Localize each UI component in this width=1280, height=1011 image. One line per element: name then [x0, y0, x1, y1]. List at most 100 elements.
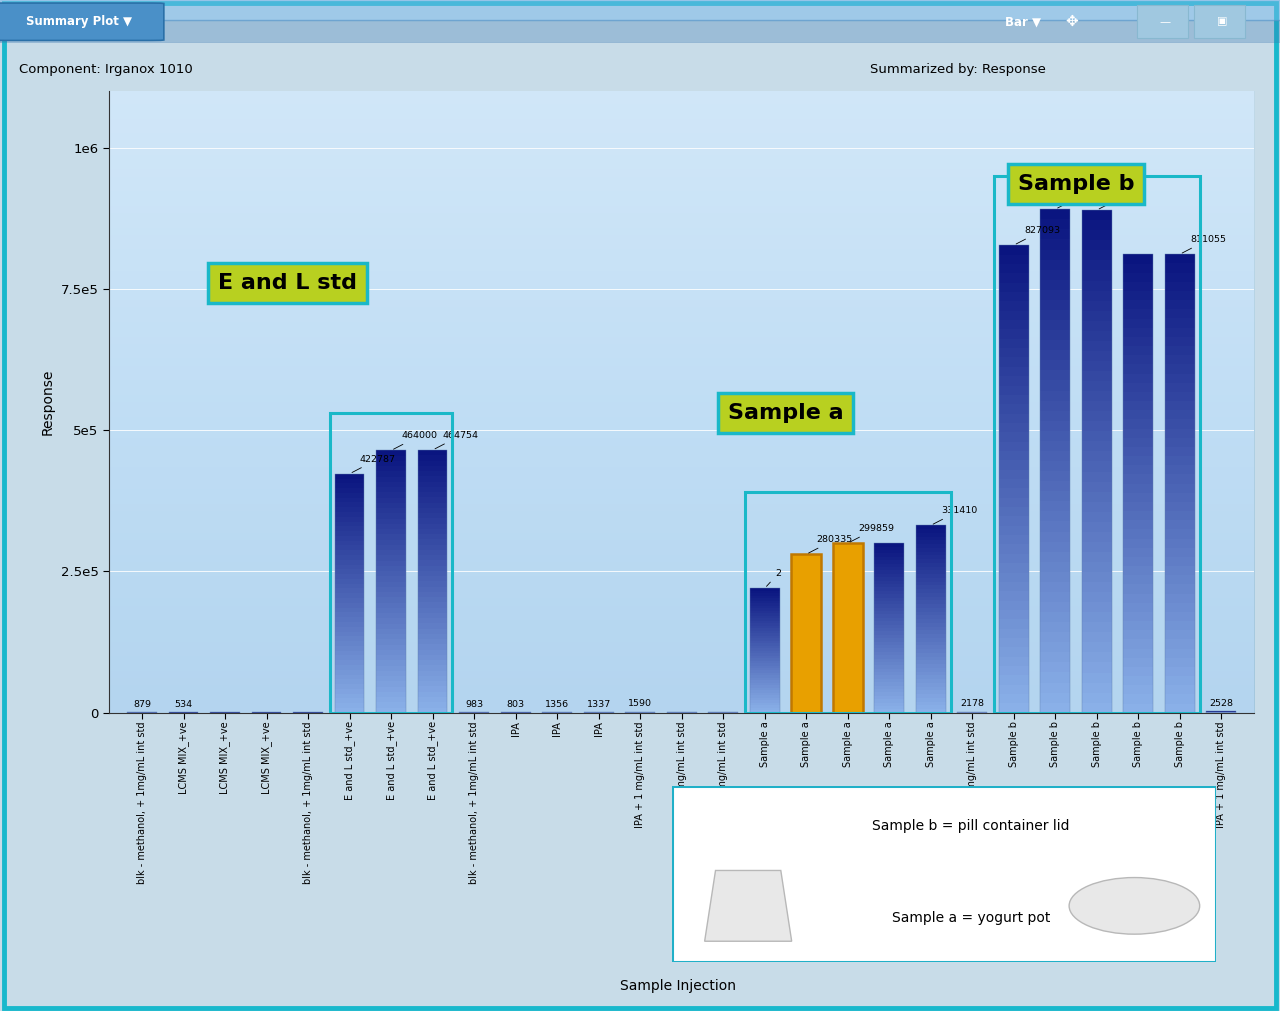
Bar	[1082, 632, 1111, 642]
Bar	[750, 680, 780, 682]
Bar	[334, 512, 365, 517]
Bar	[376, 581, 406, 586]
Bar	[1124, 337, 1153, 346]
Bar	[750, 651, 780, 653]
FancyBboxPatch shape	[0, 3, 164, 40]
Bar	[1124, 492, 1153, 501]
Bar	[874, 543, 904, 713]
Bar	[417, 639, 448, 644]
Bar	[334, 622, 365, 627]
Bar	[874, 601, 904, 605]
Bar	[376, 619, 406, 624]
Bar	[1082, 662, 1111, 672]
Bar	[998, 554, 1029, 563]
Bar	[1124, 566, 1153, 575]
Bar	[915, 660, 946, 664]
Bar	[417, 571, 448, 576]
Text: 464000: 464000	[393, 432, 438, 449]
Bar	[1124, 309, 1153, 318]
Bar	[874, 547, 904, 550]
Bar	[417, 519, 448, 524]
Bar	[1165, 566, 1194, 575]
Bar	[334, 574, 365, 579]
Bar	[1124, 575, 1153, 584]
Bar	[417, 529, 448, 534]
Text: 2178: 2178	[960, 700, 984, 708]
Bar	[998, 339, 1029, 348]
Bar	[1082, 552, 1111, 562]
Bar	[998, 479, 1029, 488]
Text: 1590: 1590	[628, 700, 652, 709]
Bar	[376, 545, 406, 550]
Bar	[1165, 410, 1194, 420]
Bar	[1124, 420, 1153, 429]
Bar	[998, 666, 1029, 675]
Bar	[1041, 250, 1070, 260]
Bar	[334, 541, 365, 546]
Bar	[334, 517, 365, 522]
Bar	[1041, 240, 1070, 250]
Bar	[1041, 209, 1070, 713]
Bar	[1041, 219, 1070, 229]
Bar	[1082, 300, 1111, 310]
Bar	[1082, 220, 1111, 231]
Bar	[1082, 613, 1111, 623]
Text: Sample b = pill container lid: Sample b = pill container lid	[873, 819, 1070, 833]
Bar	[998, 348, 1029, 358]
Bar	[750, 619, 780, 621]
Bar	[915, 682, 946, 686]
Bar	[376, 529, 406, 535]
Bar	[1041, 662, 1070, 672]
Bar	[874, 615, 904, 618]
Bar	[334, 474, 365, 713]
Text: 879: 879	[133, 700, 151, 709]
Bar	[1041, 380, 1070, 390]
Bar	[998, 545, 1029, 554]
Bar	[998, 413, 1029, 423]
Bar	[1165, 392, 1194, 401]
Bar	[376, 692, 406, 697]
Bar	[417, 670, 448, 676]
Bar	[750, 616, 780, 619]
Bar	[993, 176, 1199, 713]
Bar	[417, 502, 448, 508]
Bar	[998, 292, 1029, 301]
Text: 1356: 1356	[545, 700, 570, 709]
Bar	[1082, 251, 1111, 261]
Bar	[998, 488, 1029, 497]
Bar	[1082, 693, 1111, 703]
Bar	[874, 570, 904, 574]
Bar	[874, 645, 904, 648]
Bar	[915, 709, 946, 713]
Bar	[1165, 676, 1194, 685]
Bar	[1082, 572, 1111, 582]
Text: Summary Plot ▼: Summary Plot ▼	[27, 15, 132, 28]
Bar	[1124, 603, 1153, 612]
Bar	[998, 385, 1029, 395]
Bar	[874, 662, 904, 665]
Text: 422787: 422787	[352, 455, 396, 472]
Bar	[1041, 622, 1070, 632]
Bar	[1041, 360, 1070, 370]
Bar	[417, 514, 448, 519]
Bar	[998, 358, 1029, 367]
Bar	[998, 535, 1029, 545]
Bar	[334, 579, 365, 583]
Bar	[417, 598, 448, 603]
Bar	[874, 685, 904, 690]
Bar	[376, 681, 406, 686]
Bar	[750, 708, 780, 711]
Text: Sample a: Sample a	[727, 403, 844, 424]
Bar	[1124, 273, 1153, 282]
Bar	[998, 638, 1029, 647]
Bar	[334, 617, 365, 622]
Bar	[1082, 320, 1111, 331]
Bar	[750, 628, 780, 631]
Bar	[1082, 542, 1111, 552]
Bar	[1165, 658, 1194, 667]
Bar	[334, 593, 365, 599]
Bar	[998, 517, 1029, 526]
Bar	[376, 697, 406, 703]
Bar	[1082, 261, 1111, 271]
Bar	[915, 623, 946, 627]
